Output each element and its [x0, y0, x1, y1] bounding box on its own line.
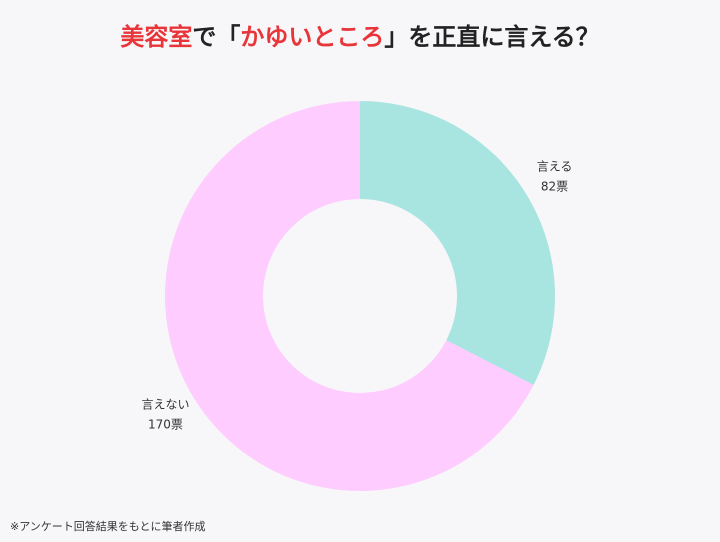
source-note: ※アンケート回答結果をもとに筆者作成 — [10, 519, 206, 533]
value-label: 170票 — [148, 417, 183, 431]
slice-label: 言える — [537, 160, 573, 174]
value-label: 82票 — [541, 180, 568, 194]
title-part: 」を正直に言える？ — [384, 23, 599, 51]
donut-slice — [360, 101, 555, 385]
donut-slice — [165, 101, 534, 492]
title-part: で「 — [192, 23, 240, 51]
title-part: かゆいところ — [240, 23, 384, 51]
slice-label: 言えない — [141, 397, 189, 411]
title-part: 美容室 — [120, 23, 192, 51]
chart-title: 美容室で「かゆいところ」を正直に言える？ — [120, 23, 599, 51]
